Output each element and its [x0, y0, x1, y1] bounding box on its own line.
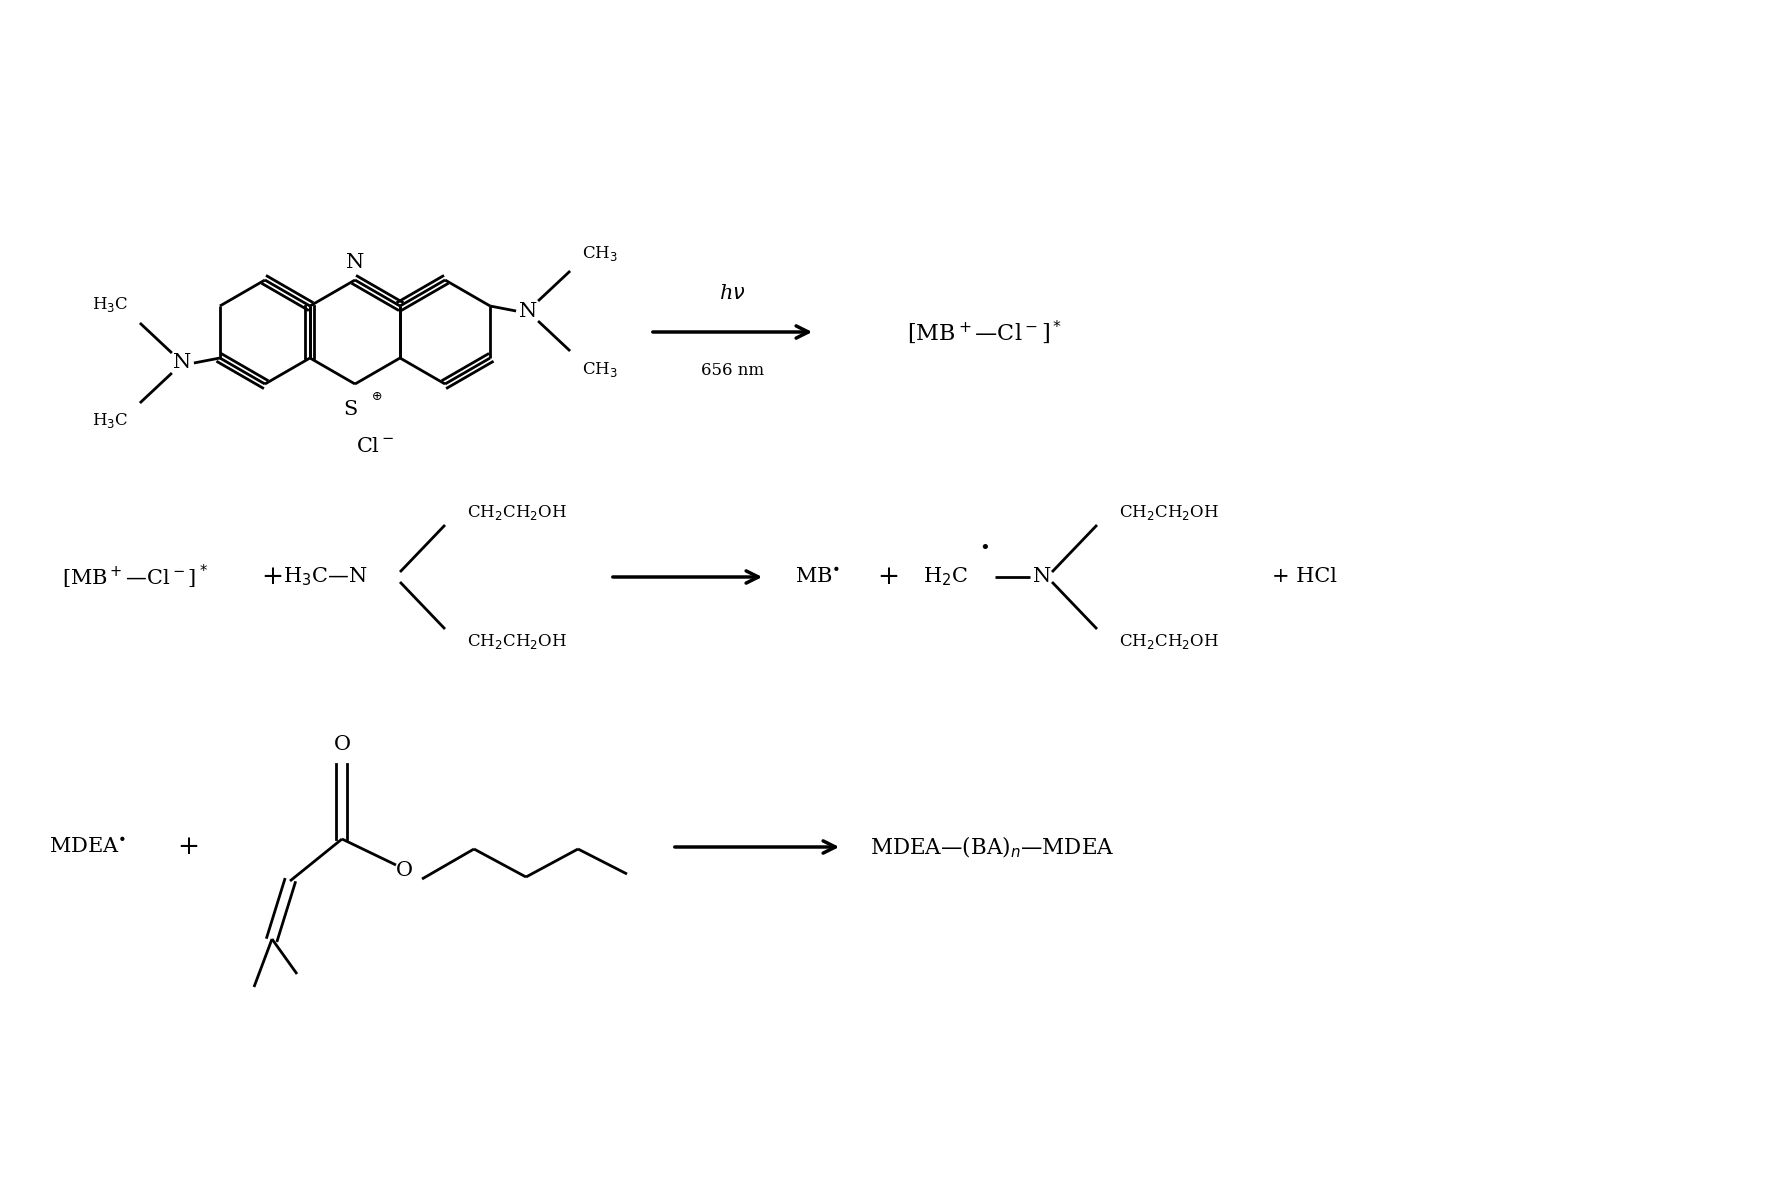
Text: CH$_2$CH$_2$OH: CH$_2$CH$_2$OH — [468, 504, 568, 522]
Text: Cl$^-$: Cl$^-$ — [356, 436, 395, 455]
Text: +: + — [176, 834, 199, 859]
Text: H$_3$C: H$_3$C — [93, 411, 128, 430]
Text: N: N — [1034, 567, 1051, 586]
Text: MDEA—(BA)$_n$—MDEA: MDEA—(BA)$_n$—MDEA — [870, 834, 1114, 859]
Text: [MB$^+$—Cl$^-$]$^*$: [MB$^+$—Cl$^-$]$^*$ — [907, 318, 1062, 346]
Text: O: O — [333, 734, 350, 753]
Text: •: • — [980, 540, 991, 558]
Text: CH$_3$: CH$_3$ — [582, 359, 617, 378]
Text: N: N — [519, 301, 537, 320]
Text: MB$^{•}$: MB$^{•}$ — [795, 566, 841, 587]
Text: +: + — [262, 565, 283, 590]
Text: CH$_2$CH$_2$OH: CH$_2$CH$_2$OH — [1119, 504, 1219, 522]
Text: MDEA$^{•}$: MDEA$^{•}$ — [50, 837, 126, 857]
Text: S: S — [343, 401, 358, 420]
Text: 656 nm: 656 nm — [701, 362, 763, 378]
Text: CH$_2$CH$_2$OH: CH$_2$CH$_2$OH — [468, 631, 568, 650]
Text: +: + — [877, 565, 898, 590]
Text: $\oplus$: $\oplus$ — [372, 390, 382, 403]
Text: CH$_2$CH$_2$OH: CH$_2$CH$_2$OH — [1119, 631, 1219, 650]
Text: N: N — [345, 253, 365, 272]
Text: H$_3$C—N: H$_3$C—N — [283, 566, 366, 589]
Text: + HCl: + HCl — [1272, 567, 1338, 586]
Text: O: O — [395, 862, 413, 881]
Text: CH$_3$: CH$_3$ — [582, 243, 617, 262]
Text: h$\nu$: h$\nu$ — [719, 285, 745, 304]
Text: N: N — [173, 353, 190, 372]
Text: [MB$^+$—Cl$^-$]$^*$: [MB$^+$—Cl$^-$]$^*$ — [62, 563, 208, 591]
Text: H$_3$C: H$_3$C — [93, 296, 128, 314]
Text: H$_2$C: H$_2$C — [923, 566, 968, 589]
